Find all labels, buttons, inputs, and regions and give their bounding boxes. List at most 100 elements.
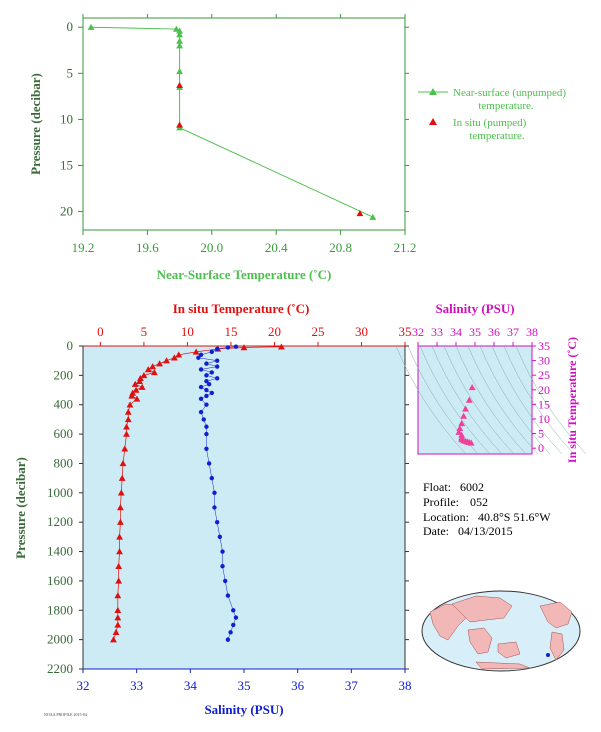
near-surface-x-tick-label: 20.0 bbox=[200, 240, 223, 255]
temperature-tick-label: 0 bbox=[97, 324, 104, 339]
float-location-marker bbox=[546, 653, 550, 657]
temperature-point bbox=[156, 360, 163, 367]
temperature-point bbox=[124, 416, 132, 423]
profile-value: 052 bbox=[470, 495, 488, 509]
salinity-point bbox=[214, 358, 220, 363]
salinity-point bbox=[198, 396, 204, 402]
salinity-point bbox=[228, 630, 233, 635]
pressure-tick-label: 2000 bbox=[47, 632, 73, 647]
ts-x-tick-label: 33 bbox=[431, 325, 443, 339]
date-label: Date: bbox=[423, 524, 449, 538]
ts-point bbox=[465, 396, 473, 403]
salinity-tick-label: 34 bbox=[184, 678, 198, 693]
pressure-tick-label: 1400 bbox=[47, 544, 73, 559]
pressure-tick-label: 200 bbox=[54, 367, 74, 382]
salinity-point bbox=[231, 608, 236, 613]
temperature-point bbox=[150, 369, 158, 376]
float-info: Float: 6002 Profile: 052 Location: 40.8°… bbox=[423, 480, 551, 538]
density-contour bbox=[491, 345, 563, 455]
salinity-point bbox=[198, 352, 204, 358]
legend-label-near-surface-2: temperature. bbox=[478, 100, 534, 112]
density-contour bbox=[503, 345, 575, 455]
pressure-tick-label: 400 bbox=[54, 397, 74, 412]
density-contour bbox=[467, 345, 539, 455]
salinity-point bbox=[198, 409, 204, 415]
salinity-point bbox=[204, 393, 209, 399]
map-continents bbox=[429, 595, 573, 670]
ts-y-tick-label: 35 bbox=[538, 339, 550, 353]
near-surface-x-tick-label: 19.2 bbox=[72, 240, 95, 255]
temperature-point bbox=[114, 614, 122, 621]
near-surface-x-tick-label: 20.4 bbox=[265, 240, 288, 255]
near-surface-point bbox=[176, 37, 183, 44]
temperature-point bbox=[123, 430, 130, 437]
near-surface-y-tick-label: 20 bbox=[60, 204, 73, 219]
float-value: 6002 bbox=[460, 480, 484, 494]
ts-point bbox=[455, 428, 463, 435]
salinity-point bbox=[198, 384, 204, 390]
density-contour bbox=[395, 345, 467, 455]
profile-top-axis-label: In situ Temperature (˚C) bbox=[173, 301, 310, 316]
near-surface-y-tick-label: 15 bbox=[60, 157, 73, 172]
pressure-tick-label: 2200 bbox=[47, 661, 73, 676]
near-surface-legend: Near-surface (unpumped) temperature. In … bbox=[418, 87, 566, 142]
salinity-point bbox=[209, 370, 214, 375]
temperature-point bbox=[144, 366, 152, 373]
pressure-tick-label: 0 bbox=[67, 338, 74, 353]
profile-y-label: Pressure (decibar) bbox=[13, 457, 28, 559]
in-situ-point bbox=[176, 81, 183, 89]
salinity-point bbox=[201, 417, 206, 422]
temperature-point bbox=[192, 348, 200, 355]
near-surface-point bbox=[176, 27, 183, 34]
ts-right-axis-label: In situ Temperature (˚C) bbox=[565, 337, 579, 463]
salinity-point bbox=[209, 390, 214, 396]
salinity-point bbox=[206, 381, 212, 387]
near-surface-point bbox=[176, 68, 183, 75]
salinity-point bbox=[204, 446, 209, 451]
salinity-tick-label: 32 bbox=[77, 678, 90, 693]
temperature-point bbox=[119, 460, 127, 467]
near-surface-point bbox=[176, 42, 183, 49]
density-contour bbox=[419, 345, 491, 455]
salinity-point bbox=[204, 424, 209, 429]
ts-series bbox=[455, 384, 476, 446]
location-value: 40.8°S 51.6°W bbox=[478, 510, 551, 524]
temperature-point bbox=[117, 504, 124, 511]
world-map bbox=[421, 590, 581, 672]
near-surface-x-tick-label: 19.6 bbox=[136, 240, 159, 255]
profile-series bbox=[110, 343, 285, 643]
float-label: Float: bbox=[423, 480, 451, 494]
in-situ-point bbox=[176, 121, 183, 128]
ts-x-tick-label: 32 bbox=[412, 325, 424, 339]
pressure-tick-label: 800 bbox=[54, 455, 74, 470]
ts-x-tick-label: 34 bbox=[450, 325, 462, 339]
salinity-point bbox=[209, 349, 214, 355]
temperature-point bbox=[114, 621, 122, 628]
temperature-point bbox=[149, 363, 157, 370]
temperature-point bbox=[278, 343, 285, 350]
ts-top-axis-label: Salinity (PSU) bbox=[435, 301, 514, 316]
salinity-tick-label: 37 bbox=[345, 678, 359, 693]
near-surface-frame bbox=[82, 17, 406, 231]
ts-density-contours bbox=[395, 345, 587, 455]
temperature-point bbox=[128, 392, 136, 399]
ts-y-tick-label: 15 bbox=[538, 397, 550, 411]
temperature-point bbox=[114, 606, 122, 613]
ts-x-tick-label: 37 bbox=[507, 325, 519, 339]
temperature-point bbox=[123, 423, 130, 430]
temperature-point bbox=[116, 533, 123, 540]
near-surface-point bbox=[176, 31, 183, 38]
temperature-point bbox=[112, 628, 120, 636]
salinity-tick-label: 38 bbox=[399, 678, 412, 693]
salinity-point bbox=[214, 346, 220, 352]
salinity-point bbox=[214, 376, 220, 381]
ts-panel: Salinity (PSU) 32 33 34 35 36 37 3805101520253… bbox=[395, 301, 587, 463]
date-value: 04/13/2015 bbox=[458, 524, 513, 538]
temperature-point bbox=[118, 474, 126, 481]
salinity-point bbox=[223, 578, 228, 584]
near-surface-x-tick-label: 20.8 bbox=[329, 240, 352, 255]
temperature-point bbox=[133, 395, 141, 402]
profile-ticks: 0 5 10 15 20 25 30 35 32 33 34 35 36 37 38 0 200 400 600 80… bbox=[47, 324, 412, 693]
ts-y-tick-label: 5 bbox=[538, 427, 544, 441]
